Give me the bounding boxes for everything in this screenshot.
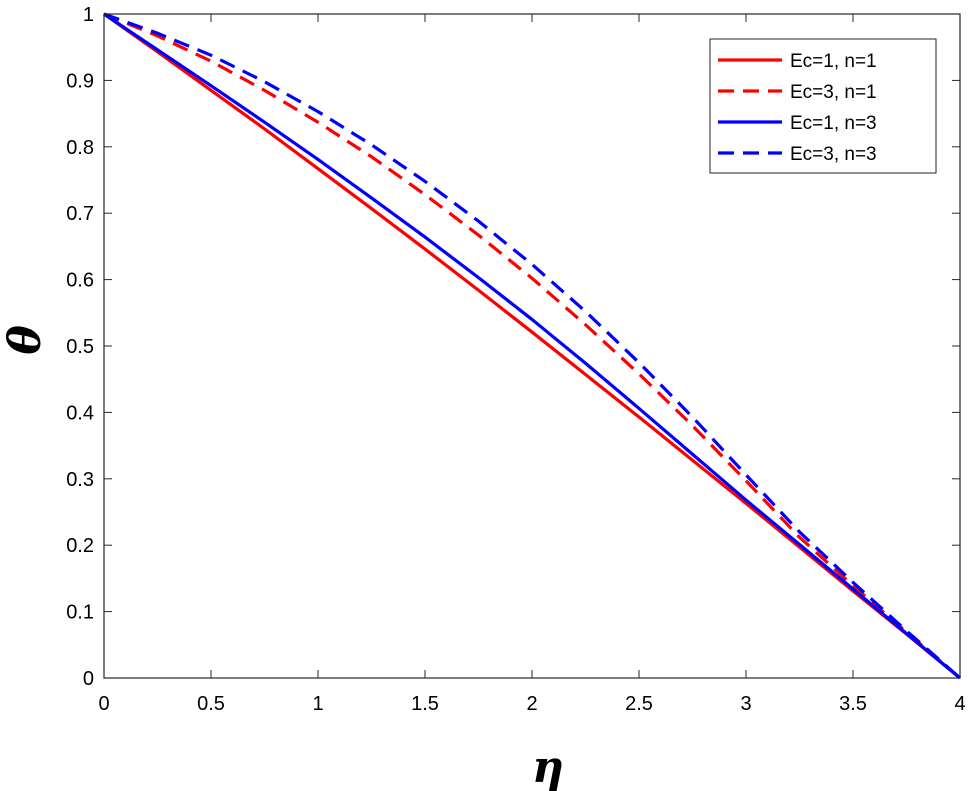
legend-label-4: Ec=3, n=3 [790,144,877,165]
x-tick-label: 4 [954,693,965,715]
series-line-4 [103,12,962,680]
x-tick-label: 1.5 [411,693,439,715]
legend-label-2: Ec=3, n=1 [790,82,877,103]
x-tick-label: 0.5 [197,693,225,715]
y-tick-label: 0.8 [66,137,94,159]
legend-label-3: Ec=1, n=3 [790,113,877,134]
x-tick-label: 0 [98,693,109,715]
y-tick-label: 0.6 [66,270,94,292]
legend: Ec=1, n=1 Ec=3, n=1 Ec=1, n=3 Ec=3, n=3 [709,38,937,174]
x-tick-label: 2 [526,693,537,715]
y-tick-label: 0.5 [66,336,94,358]
y-tick-label: 0.2 [66,535,94,557]
y-axis-title: θ [0,325,51,355]
x-tick-label: 1 [312,693,323,715]
y-tick-label: 0.4 [66,402,94,424]
series-layer [103,12,962,680]
legend-label-1: Ec=1, n=1 [790,51,877,72]
y-tick-label: 1 [83,4,94,26]
series-line-3 [103,12,962,680]
y-tick-label: 0 [83,668,94,690]
y-tick-label: 0.3 [66,469,94,491]
series-line-1 [103,12,962,680]
x-tick-label: 3.5 [839,693,867,715]
y-tick-label: 0.7 [66,203,94,225]
x-tick-label: 3 [740,693,751,715]
x-tick-label: 2.5 [625,693,653,715]
tick-layer: 0 0.5 1 1.5 2 2.5 3 3.5 4 0 0.1 0.2 0.3 0.4 0.5 0.6 0.7 0… [66,4,965,715]
y-tick-label: 0.9 [66,70,94,92]
y-tick-label: 0.1 [66,602,94,624]
series-line-2 [103,12,962,680]
x-axis-title: η [532,742,564,791]
